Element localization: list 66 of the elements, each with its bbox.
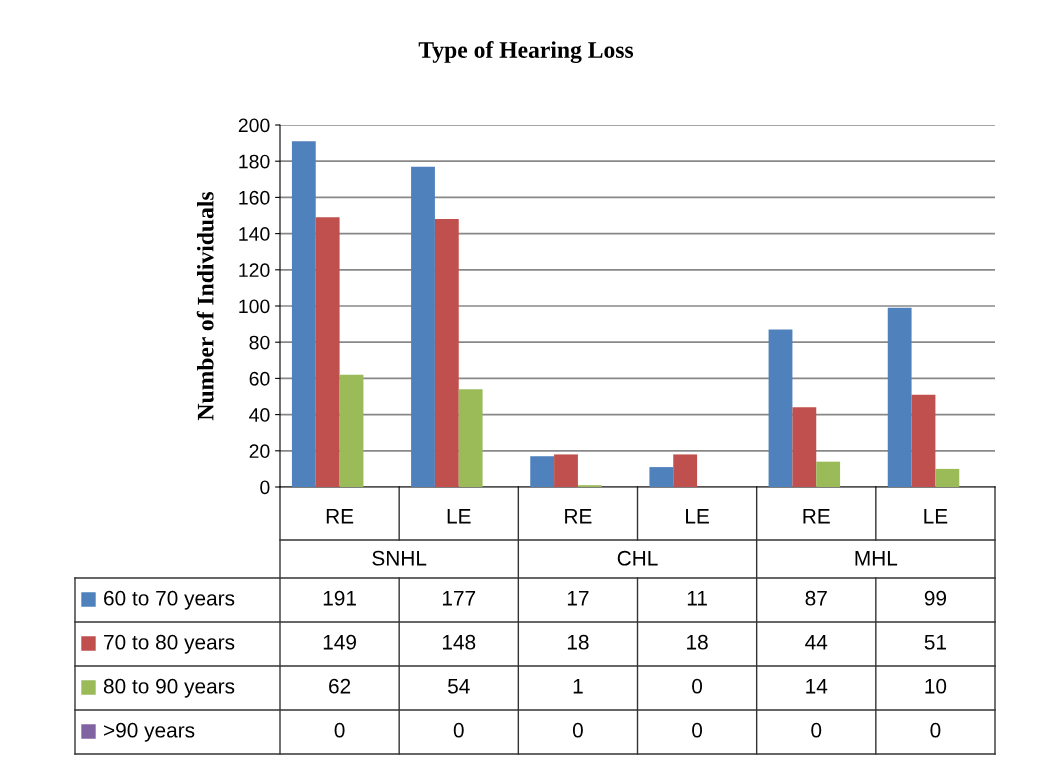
data-label: 0	[811, 722, 822, 738]
x-tick-label: RE	[326, 509, 354, 524]
data-label: 0	[692, 722, 703, 738]
legend-label: 80 to 90 years	[103, 678, 235, 698]
bar	[530, 456, 555, 487]
bar	[291, 141, 316, 487]
bar	[768, 329, 793, 487]
data-label: 0	[692, 678, 703, 694]
data-label: 54	[448, 679, 470, 694]
x-tick-label: LE	[924, 509, 948, 524]
y-tick-label: 0	[260, 480, 270, 495]
bar	[911, 394, 936, 487]
y-tick-label: 80	[249, 335, 270, 350]
y-axis-title: Number of Individuals	[196, 191, 214, 421]
text: CHL	[617, 550, 658, 566]
data-label: 148	[442, 634, 476, 650]
y-tick-label: 100	[239, 299, 270, 314]
data-label: 14	[806, 679, 828, 694]
data-label: 17	[567, 591, 589, 606]
y-tick-label: 40	[249, 408, 270, 422]
data-label: 51	[924, 635, 946, 650]
y-tick-label: 60	[249, 371, 270, 386]
y-tick-label: 120	[239, 263, 270, 278]
data-label: 18	[567, 634, 589, 650]
bar	[673, 454, 698, 487]
bar	[649, 467, 674, 487]
data-label: 1	[573, 679, 583, 694]
data-label: 62	[329, 678, 351, 694]
bar	[816, 461, 841, 487]
y-tick-label: 140	[239, 227, 270, 241]
text: MHL	[855, 551, 898, 566]
data-label: 99	[924, 590, 947, 606]
data-label: 191	[323, 590, 356, 606]
bar	[458, 389, 483, 487]
chart-title: Type of Hearing Loss	[418, 41, 634, 63]
x-tick-label: LE	[447, 509, 471, 524]
bar	[339, 374, 364, 487]
legend-label: 60 to 70 years	[104, 590, 235, 610]
data-label: 11	[687, 591, 707, 606]
bar	[315, 217, 340, 487]
legend-label: >90 years	[104, 722, 195, 742]
data-label: 87	[805, 590, 827, 606]
text: SNHL	[372, 550, 427, 566]
data-label: 44	[805, 635, 828, 650]
y-tick-label: 20	[249, 444, 270, 459]
x-tick-label: RE	[565, 509, 592, 524]
bar	[887, 307, 912, 487]
data-label: 0	[572, 722, 583, 738]
data-label: 0	[453, 722, 464, 738]
data-label: 0	[930, 722, 941, 738]
y-tick-label: 180	[239, 154, 270, 169]
data-label: 177	[442, 591, 476, 606]
bar	[554, 454, 578, 487]
data-label: 18	[687, 634, 708, 650]
bar	[792, 407, 817, 487]
x-tick-label: RE	[803, 509, 830, 524]
bar	[434, 219, 459, 487]
legend-label: 70 to 80 years	[104, 634, 235, 654]
bar	[935, 468, 960, 487]
bar	[411, 166, 435, 487]
data-label: 0	[334, 722, 345, 738]
x-tick-label: LE	[686, 509, 709, 524]
y-tick-label: 200	[238, 118, 270, 133]
data-label: 149	[323, 634, 356, 650]
data-label: 10	[925, 678, 947, 694]
y-tick-label: 160	[239, 190, 270, 205]
